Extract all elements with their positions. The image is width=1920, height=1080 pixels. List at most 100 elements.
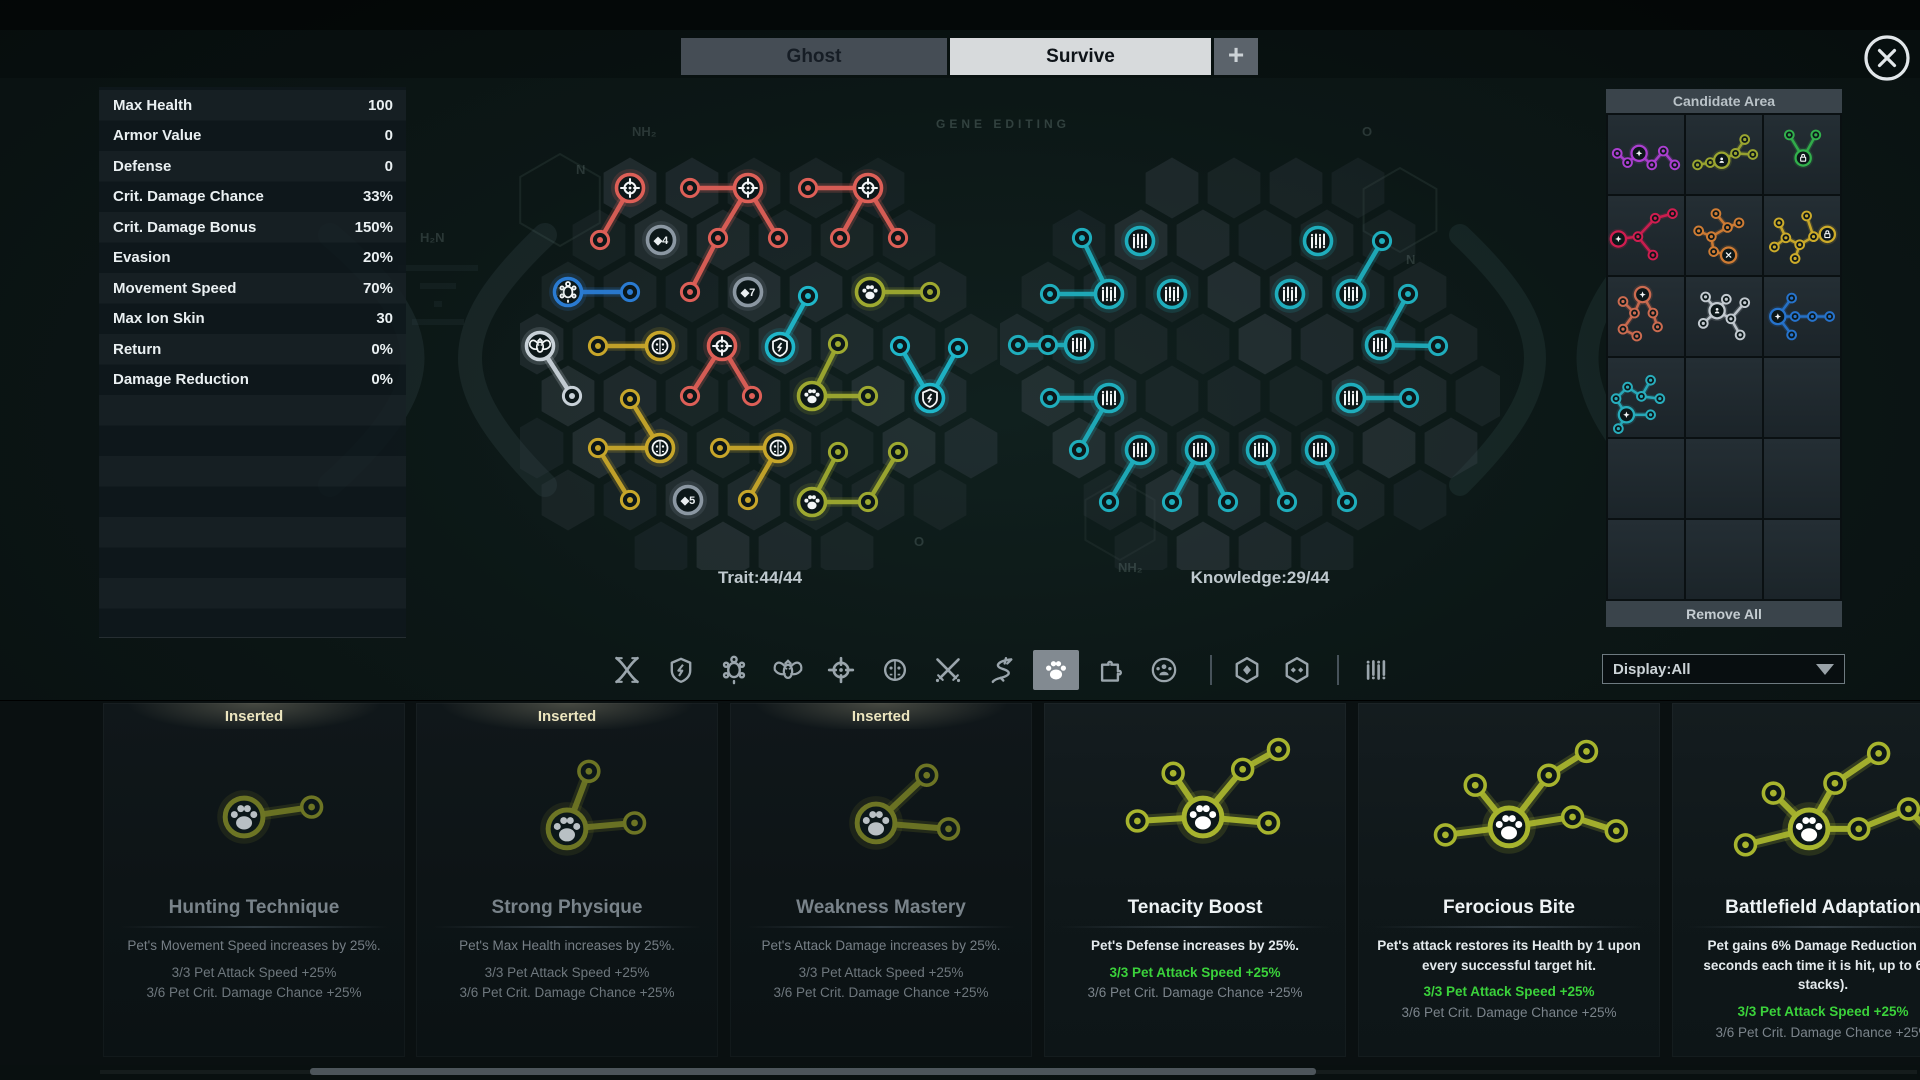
hex-cell[interactable] — [913, 469, 967, 531]
candidate-gene-slot[interactable] — [1686, 196, 1762, 275]
hex-cell[interactable] — [1393, 365, 1447, 427]
hex-cell[interactable] — [1207, 365, 1261, 427]
hex-cell[interactable] — [882, 417, 936, 479]
hex-cell[interactable] — [541, 469, 595, 531]
hex-cell[interactable] — [1300, 313, 1354, 375]
hex-cell[interactable] — [1176, 209, 1230, 271]
candidate-gene-slot[interactable] — [1764, 196, 1840, 275]
gene-card[interactable]: Battlefield Adaptation Pet gains 6% Damag… — [1672, 703, 1920, 1057]
hex-cell[interactable] — [944, 313, 998, 375]
gene-network[interactable] — [851, 273, 941, 311]
candidate-empty-slot[interactable] — [1608, 439, 1684, 518]
gene-network[interactable] — [1769, 210, 1838, 264]
hex-cell[interactable] — [634, 521, 688, 571]
hex-cell[interactable] — [944, 417, 998, 479]
gene-network[interactable] — [793, 441, 909, 521]
gene-network[interactable] — [1121, 222, 1159, 260]
hex-cell[interactable] — [851, 469, 905, 531]
filter-hex-diamond-button[interactable] — [1224, 650, 1270, 690]
gene-network[interactable] — [1153, 275, 1191, 313]
hex-cell[interactable] — [1114, 521, 1168, 571]
gene-card[interactable]: Inserted Strong Physique Pet's Max Health … — [416, 703, 718, 1057]
gene-network[interactable] — [1767, 292, 1835, 341]
gene-network[interactable] — [587, 327, 679, 365]
candidate-gene-slot[interactable] — [1686, 277, 1762, 356]
gene-network[interactable] — [797, 169, 909, 249]
gene-network[interactable] — [1299, 222, 1337, 260]
candidate-gene-slot[interactable] — [1608, 115, 1684, 194]
tab-survive[interactable]: Survive — [950, 38, 1211, 75]
hex-cell[interactable] — [696, 521, 750, 571]
hex-cell[interactable] — [1176, 313, 1230, 375]
gene-network[interactable] — [1693, 208, 1745, 266]
close-button[interactable] — [1860, 31, 1914, 85]
gene-network[interactable] — [1098, 431, 1159, 513]
gene-network[interactable] — [1692, 134, 1759, 171]
gene-network[interactable] — [1361, 283, 1449, 364]
filter-knowledge-button[interactable] — [1353, 650, 1399, 690]
hex-cell[interactable] — [1424, 313, 1478, 375]
remove-all-button[interactable]: Remove All — [1606, 601, 1842, 627]
hex-cell[interactable] — [1455, 365, 1500, 427]
hex-cell[interactable] — [1269, 157, 1323, 219]
tab-ghost[interactable]: Ghost — [681, 38, 947, 75]
gene-network[interactable] — [1433, 739, 1629, 854]
candidate-gene-slot[interactable] — [1764, 277, 1840, 356]
hex-cell[interactable] — [1207, 157, 1261, 219]
filter-group-button[interactable] — [1141, 650, 1187, 690]
gene-network[interactable] — [1332, 379, 1420, 417]
hex-cell[interactable] — [1269, 365, 1323, 427]
hex-cell[interactable] — [1331, 157, 1385, 219]
filter-mask-button[interactable] — [872, 650, 918, 690]
gene-network[interactable] — [1039, 379, 1128, 461]
filter-owl-button[interactable] — [765, 650, 811, 690]
gene-network[interactable] — [761, 285, 819, 366]
display-filter-dropdown[interactable]: Display:All — [1602, 654, 1845, 684]
gene-network[interactable]: ◆4 — [642, 221, 680, 259]
filter-paw-button[interactable] — [1033, 650, 1079, 690]
gene-network[interactable] — [1733, 741, 1920, 857]
candidate-empty-slot[interactable] — [1686, 439, 1762, 518]
trait-board[interactable]: ◆4 ◆7 ◆5 — [520, 150, 1000, 570]
gene-network[interactable] — [1301, 431, 1358, 513]
gene-card[interactable]: Inserted Hunting Technique Pet's Movement … — [103, 703, 405, 1057]
hex-cell[interactable] — [1238, 521, 1292, 571]
candidate-gene-slot[interactable] — [1764, 115, 1840, 194]
gene-network[interactable] — [217, 790, 324, 844]
add-tab-button[interactable]: + — [1214, 38, 1258, 75]
candidate-empty-slot[interactable] — [1764, 520, 1840, 599]
hex-cell[interactable] — [1424, 417, 1478, 479]
gene-network[interactable] — [521, 327, 583, 407]
gene-network[interactable] — [1608, 208, 1678, 261]
filter-dna-button[interactable] — [604, 650, 650, 690]
filter-puzzle-button[interactable] — [1087, 650, 1133, 690]
gene-network[interactable]: ◆7 — [729, 273, 767, 311]
gene-network[interactable] — [679, 327, 763, 407]
filter-swords-button[interactable] — [925, 650, 971, 690]
hex-cell[interactable] — [1207, 261, 1261, 323]
hex-cell[interactable] — [520, 417, 564, 479]
candidate-gene-slot[interactable] — [1608, 277, 1684, 356]
hex-cell[interactable] — [1362, 417, 1416, 479]
gene-network[interactable] — [1697, 291, 1751, 341]
hex-cell[interactable] — [1145, 365, 1199, 427]
candidate-empty-slot[interactable] — [1608, 520, 1684, 599]
hex-cell[interactable] — [1145, 157, 1199, 219]
hex-cell[interactable] — [1393, 261, 1447, 323]
filter-dragon-button[interactable] — [979, 650, 1025, 690]
hex-cell[interactable] — [882, 209, 936, 271]
candidate-empty-slot[interactable] — [1686, 358, 1762, 437]
hex-cell[interactable] — [820, 521, 874, 571]
gene-network[interactable] — [1242, 431, 1298, 513]
gene-card[interactable]: Ferocious Bite Pet's attack restores its … — [1358, 703, 1660, 1057]
gene-network[interactable] — [1617, 284, 1663, 342]
candidate-empty-slot[interactable] — [1764, 439, 1840, 518]
gene-network[interactable] — [549, 273, 641, 311]
candidate-gene-slot[interactable] — [1608, 358, 1684, 437]
hex-cell[interactable] — [758, 521, 812, 571]
candidate-gene-slot[interactable] — [1686, 115, 1762, 194]
hex-cell[interactable] — [1331, 469, 1385, 531]
gene-network[interactable] — [849, 763, 961, 850]
gene-network[interactable] — [589, 169, 649, 251]
hex-cell[interactable] — [1300, 521, 1354, 571]
